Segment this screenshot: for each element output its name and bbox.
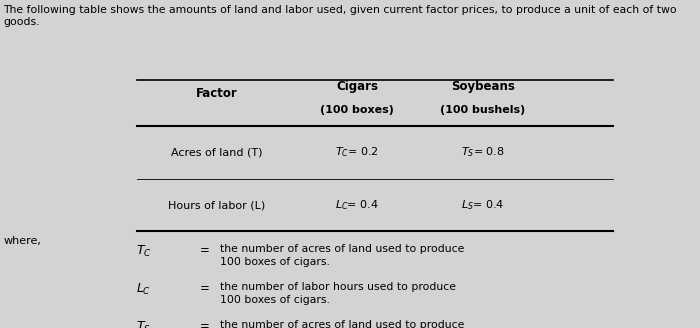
Text: Cigars: Cigars	[336, 80, 378, 93]
Text: $T_S$= 0.8: $T_S$= 0.8	[461, 146, 505, 159]
Text: =: =	[199, 320, 209, 328]
Text: The following table shows the amounts of land and labor used, given current fact: The following table shows the amounts of…	[4, 5, 677, 27]
Text: $L_S$= 0.4: $L_S$= 0.4	[461, 198, 505, 212]
Text: Soybeans: Soybeans	[451, 80, 515, 93]
Text: =: =	[199, 244, 209, 257]
Text: (100 boxes): (100 boxes)	[320, 105, 394, 115]
Text: Factor: Factor	[196, 87, 238, 100]
Text: Hours of labor (L): Hours of labor (L)	[169, 200, 265, 210]
Text: Acres of land (T): Acres of land (T)	[172, 148, 262, 157]
Text: where,: where,	[4, 236, 41, 246]
Text: the number of acres of land used to produce
100 boxes of cigars.: the number of acres of land used to prod…	[220, 244, 465, 267]
Text: $T_C$= 0.2: $T_C$= 0.2	[335, 146, 379, 159]
Text: =: =	[199, 282, 209, 295]
Text: $T_C$: $T_C$	[136, 244, 152, 259]
Text: $L_C$: $L_C$	[136, 282, 151, 297]
Text: $L_C$= 0.4: $L_C$= 0.4	[335, 198, 379, 212]
Text: $T_S$: $T_S$	[136, 320, 151, 328]
Text: the number of acres of land used to produce
100 bushels of soybeans.: the number of acres of land used to prod…	[220, 320, 465, 328]
Text: (100 bushels): (100 bushels)	[440, 105, 526, 115]
Text: the number of labor hours used to produce
100 boxes of cigars.: the number of labor hours used to produc…	[220, 282, 456, 305]
